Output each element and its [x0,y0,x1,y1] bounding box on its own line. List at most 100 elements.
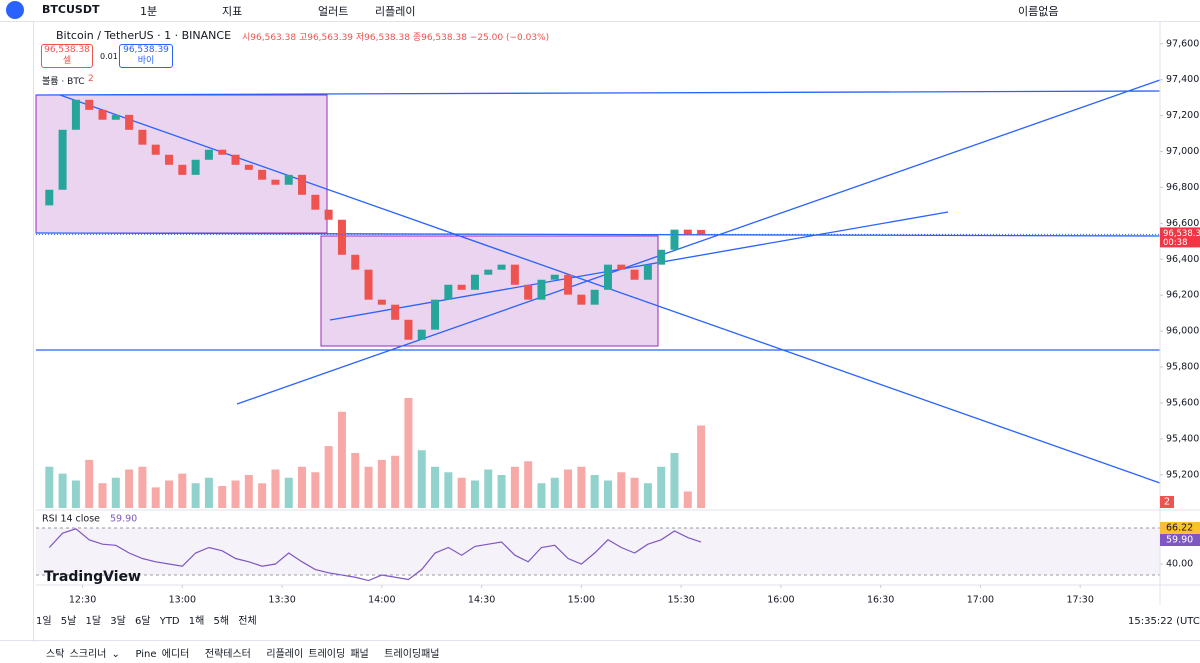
volume-bar [524,461,533,508]
candle [125,114,134,130]
candle [298,174,307,195]
volume-bar [351,453,360,508]
y-tick-label: 95,400.00 [1166,433,1200,444]
buy-button[interactable]: 96,538.39 바이 [119,44,173,68]
y-tick-label: 95,800.00 [1166,362,1200,373]
rsi-ma-label: 66.22 [1166,523,1193,534]
volume-bar [510,466,519,508]
volume-bar [590,475,599,508]
candle [484,269,493,275]
avatar[interactable] [6,1,24,19]
volume-bar [258,483,267,508]
sell-button[interactable]: 96,538.38 셀 [41,44,93,68]
candle [577,294,586,305]
candle [311,194,320,210]
x-tick-label: 17:00 [967,595,994,606]
indicators[interactable]: 지표 [222,5,243,18]
tabs[interactable]: 스탁 스크리너 ⌄ Pine 에디터 전략테스터 리플레이 트레이딩 패널 트레… [46,649,440,660]
candle [231,154,240,165]
volume-bar [45,466,54,508]
candle [470,274,479,290]
sell-price: 96,538.38 [44,45,90,55]
x-tick-label: 16:00 [767,595,794,606]
ohlc: 시96,563.38 고96,563.39 저96,538.38 종96,538… [242,33,550,43]
volume-bar [577,466,586,508]
volume-count: 2 [88,74,94,84]
candle [284,174,293,185]
candle [178,164,187,175]
brand: TradingView [44,569,141,585]
volume-bar [431,466,440,508]
symbol[interactable]: BTCUSDT [42,3,100,16]
candle [377,299,386,305]
rsi-ma-box [1160,522,1200,534]
left-toolbar [0,22,34,642]
candle [138,129,147,145]
replay[interactable]: 리플레이 [375,5,416,18]
candle [58,129,67,190]
volume-bar [484,469,493,508]
candle [324,209,333,220]
candle [550,274,559,280]
candle [218,149,227,155]
candle [244,164,253,170]
volume-bar [71,480,80,508]
candle [391,304,400,320]
top-bar [0,0,1200,22]
alert[interactable]: 얼러트 [318,5,349,18]
candle [590,289,599,305]
candle [617,264,626,270]
rsi-band [36,528,1160,575]
rect-drawing [35,94,328,234]
candle [497,264,506,270]
rect-drawing [320,235,659,347]
volume-bar [58,473,67,508]
layout-name[interactable]: 이름없음 [1018,5,1059,18]
rsi-line [48,528,702,582]
volume-bar [404,398,413,508]
candle [165,154,174,165]
volume-bar [657,466,666,508]
candle [630,269,639,280]
volume-bar [244,475,253,508]
volume-bar [603,480,612,508]
x-tick-label: 13:00 [169,595,196,606]
candle [45,189,54,206]
y-tick-label: 97,600.00 [1166,38,1200,49]
volume-bar [537,483,546,508]
y-tick-label: 95,200.00 [1166,469,1200,480]
volume-bar [391,455,400,508]
y-tick-label: 97,000.00 [1166,146,1200,157]
rsi-axis-value: 59.90 [1166,535,1193,546]
candle [603,264,612,290]
y-tick-label: 96,600.00 [1166,218,1200,229]
candle [524,284,533,300]
volume-bar [218,486,227,508]
buy-price: 96,538.39 [123,45,169,55]
x-tick-label: 13:30 [268,595,295,606]
price-box [1160,227,1200,248]
chart-title: Bitcoin / TetherUS · 1 · BINANCE [56,29,232,42]
candle [191,159,200,175]
volume-bar [617,472,626,508]
interval[interactable]: 1분 [140,5,158,18]
chart: RSI 14 close 59.90 TradingView 66.22 59.… [35,22,1200,606]
candle [444,284,453,300]
volume-bar [457,477,466,508]
candle [111,114,120,120]
countdown: 00:38 [1163,238,1188,248]
candle [697,229,706,235]
volume-bar [564,469,573,508]
candle [643,264,652,280]
volume-bar [138,466,147,508]
candle [564,274,573,295]
volume-bar [111,477,120,508]
volume-bar [311,472,320,508]
volume-bar [284,477,293,508]
volume-bar [231,480,240,508]
candle [404,319,413,340]
volume-bar [125,469,134,508]
candle [431,299,440,330]
rsi-label: RSI 14 close [42,514,100,525]
x-tick-label: 17:30 [1066,595,1093,606]
